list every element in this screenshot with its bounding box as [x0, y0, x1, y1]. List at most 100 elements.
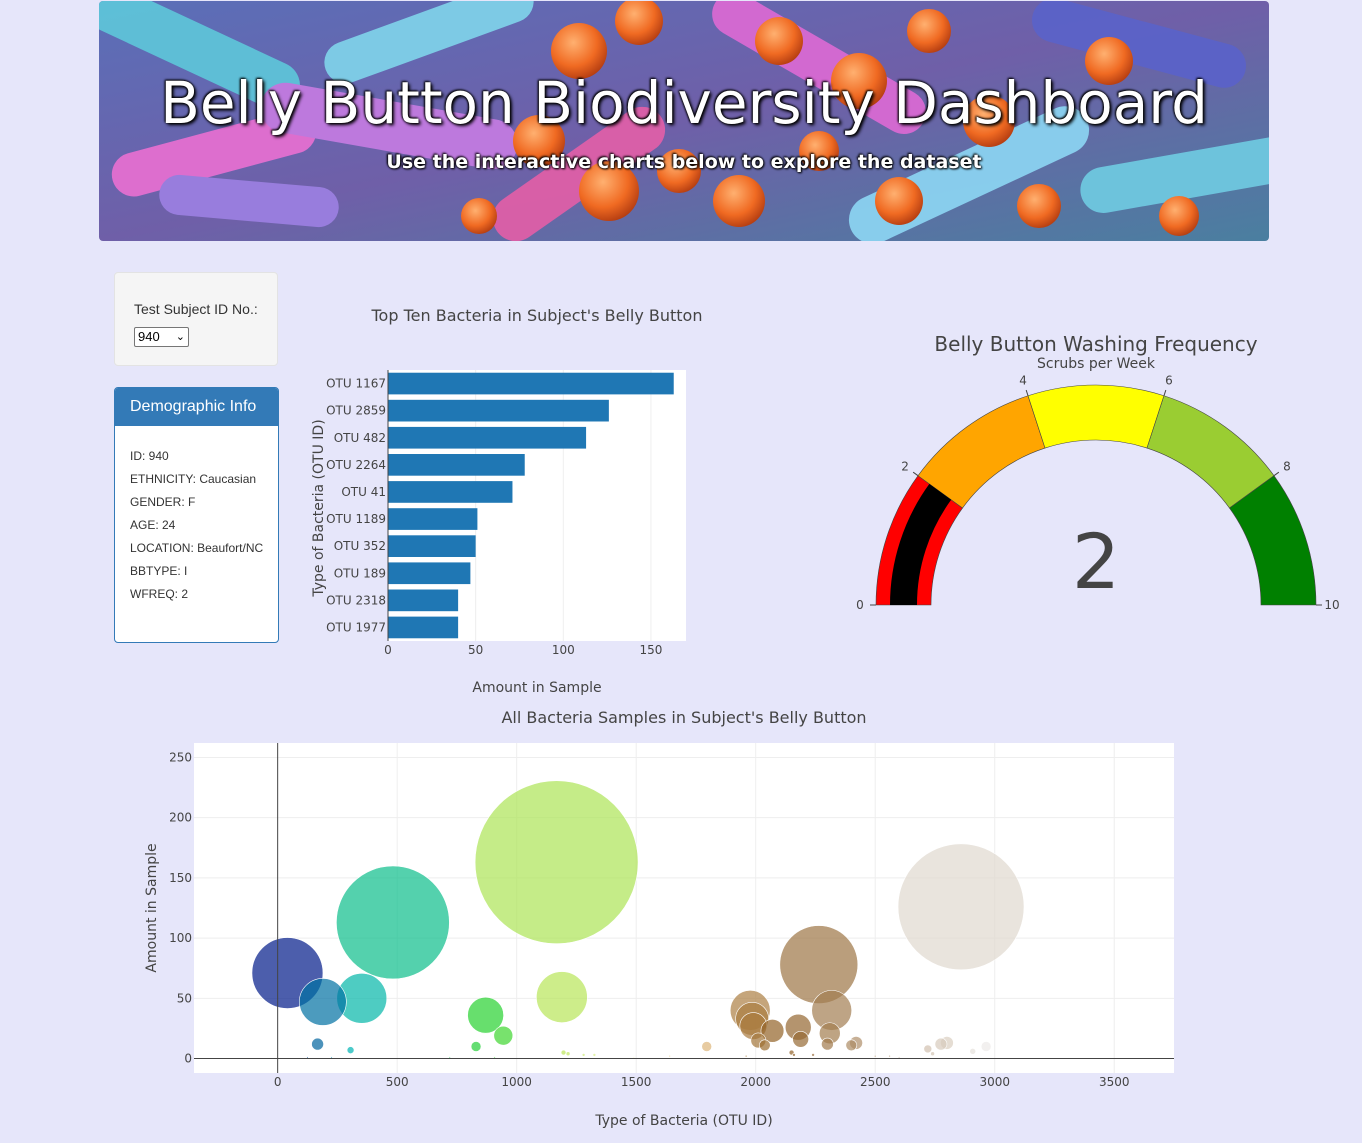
demographic-wfreq: WFREQ: 2 [130, 587, 189, 601]
gauge-value-number: 2 [1072, 517, 1120, 606]
bubble-point [811, 1053, 815, 1057]
demographic-location: LOCATION: Beaufort/NC [130, 541, 264, 555]
bubble-point [701, 1041, 713, 1052]
bubble-point [493, 1056, 496, 1059]
gauge-chart[interactable]: Belly Button Washing Frequency Scrubs pe… [856, 332, 1339, 612]
gauge-tick [1025, 389, 1029, 396]
subject-id-selected-value: 940 [138, 329, 160, 344]
bubble-y-tick-label: 250 [169, 750, 192, 764]
bubble-x-tick-labels: 0 500 1000 1500 2000 2500 3000 3500 [274, 1075, 1130, 1089]
bubble-point [560, 1049, 567, 1056]
demographic-info-panel: Demographic Info ID: 940 ETHNICITY: Cauc… [114, 387, 279, 643]
bubble-point [980, 1041, 992, 1052]
bar [388, 562, 471, 585]
banner: Belly Button Biodiversity Dashboard Use … [99, 1, 1269, 241]
bacteria-banner-image [99, 1, 1269, 241]
gauge-title: Belly Button Washing Frequency [934, 332, 1257, 356]
bubble-y-tick-label: 150 [169, 871, 192, 885]
bubble-x-tick-label: 3000 [979, 1075, 1010, 1089]
gauge-tick-label: 0 [856, 598, 864, 612]
subject-id-dropdown[interactable]: 940 ⌄ [134, 327, 189, 347]
bubble-point [330, 1056, 333, 1059]
page-title: Belly Button Biodiversity Dashboard [160, 69, 1208, 137]
bar [388, 372, 674, 395]
bar [388, 535, 476, 557]
bubble-point [923, 1044, 933, 1054]
bubble-point [897, 843, 1025, 971]
gauge-subtitle: Scrubs per Week [1037, 356, 1156, 372]
bubble-point [565, 1051, 571, 1057]
bubble-point [845, 1039, 858, 1052]
bar-category-label: OTU 2318 [326, 593, 386, 607]
gauge-step [1027, 384, 1165, 449]
bubble-point [779, 925, 859, 1004]
gauge-value-fill [890, 483, 952, 605]
bar-category-label: OTU 1189 [326, 512, 386, 526]
bar-x-tick-label: 100 [552, 643, 575, 657]
bubble-point [898, 1056, 901, 1059]
bubble-point [792, 1030, 809, 1048]
gauge-value-bar [890, 483, 952, 605]
bubble-y-tick-labels: 0 50 100 150 200 250 [169, 750, 192, 1065]
page-subtitle: Use the interactive charts below to expl… [386, 151, 982, 173]
gauge-tick [1273, 471, 1280, 477]
demographic-gender: GENDER: F [130, 495, 196, 509]
gauge-ticks: 0 2 4 6 8 10 [856, 374, 1339, 612]
bar [388, 454, 525, 476]
bubble-y-tick-label: 50 [177, 991, 192, 1005]
bubble-point [311, 1037, 324, 1051]
bubble-point [581, 1053, 586, 1057]
bubble-point [888, 1054, 891, 1058]
bubble-zero-lines [194, 743, 1174, 1073]
bubble-point [969, 1048, 977, 1055]
gauge-tick [912, 471, 919, 477]
bar-category-labels: OTU 1167 OTU 2859 OTU 482 OTU 2264 OTU 41 OTU… [326, 377, 386, 635]
gauge-tick [1163, 389, 1167, 396]
demographic-ethnicity: ETHNICITY: Caucasian [130, 472, 257, 486]
bubble-point [346, 1046, 355, 1054]
bar [388, 508, 478, 530]
bar-y-axis-title: Type of Bacteria (OTU ID) [311, 419, 327, 597]
bubble-chart-title: All Bacteria Samples in Subject's Belly … [501, 708, 866, 727]
bubble-point [758, 1039, 771, 1052]
bar-x-tick-label: 150 [639, 643, 662, 657]
bar-x-tick-label: 0 [384, 643, 392, 657]
bubble-x-tick-label: 1000 [501, 1075, 532, 1089]
bar-x-axis-title: Amount in Sample [472, 680, 601, 696]
chevron-down-icon: ⌄ [175, 331, 185, 343]
bubble-point [493, 1025, 514, 1046]
bubble-point [760, 1019, 785, 1043]
bubble-point [934, 1037, 948, 1051]
bar [388, 481, 513, 503]
bubble-x-tick-label: 500 [386, 1075, 409, 1089]
bar-chart[interactable]: Top Ten Bacteria in Subject's Belly Butt… [311, 306, 702, 696]
bubble-chart[interactable]: All Bacteria Samples in Subject's Belly … [144, 708, 1174, 1129]
bar-category-label: OTU 352 [334, 539, 386, 553]
bar-chart-title: Top Ten Bacteria in Subject's Belly Butt… [371, 306, 703, 325]
bar-category-label: OTU 2264 [326, 458, 386, 472]
bubble-point [668, 1054, 671, 1058]
bar-x-tick-label: 50 [468, 643, 483, 657]
bar-category-label: OTU 41 [341, 485, 386, 499]
bubble-point [448, 1056, 451, 1059]
demographic-list: ID: 940 ETHNICITY: Caucasian GENDER: F A… [130, 450, 270, 611]
demographic-id: ID: 940 [130, 449, 169, 463]
bar-series [388, 372, 674, 639]
bubble-y-axis-title: Amount in Sample [144, 843, 160, 972]
bar [388, 616, 459, 639]
bar-category-label: OTU 1977 [326, 620, 386, 634]
bubble-point [592, 1053, 597, 1057]
demographic-bbtype: BBTYPE: I [130, 564, 188, 578]
bubble-x-tick-label: 0 [274, 1075, 282, 1089]
demographic-info-heading: Demographic Info [115, 388, 278, 426]
bar-category-label: OTU 482 [334, 431, 386, 445]
bubble-x-axis-title: Type of Bacteria (OTU ID) [594, 1113, 772, 1129]
bar-category-label: OTU 1167 [326, 377, 386, 391]
bar [388, 399, 609, 422]
bubble-y-tick-label: 0 [184, 1052, 192, 1066]
bubble-y-tick-label: 200 [169, 811, 192, 825]
bubble-x-tick-label: 3500 [1099, 1075, 1130, 1089]
bar-category-label: OTU 2859 [326, 404, 386, 418]
bubble-y-tick-label: 100 [169, 931, 192, 945]
